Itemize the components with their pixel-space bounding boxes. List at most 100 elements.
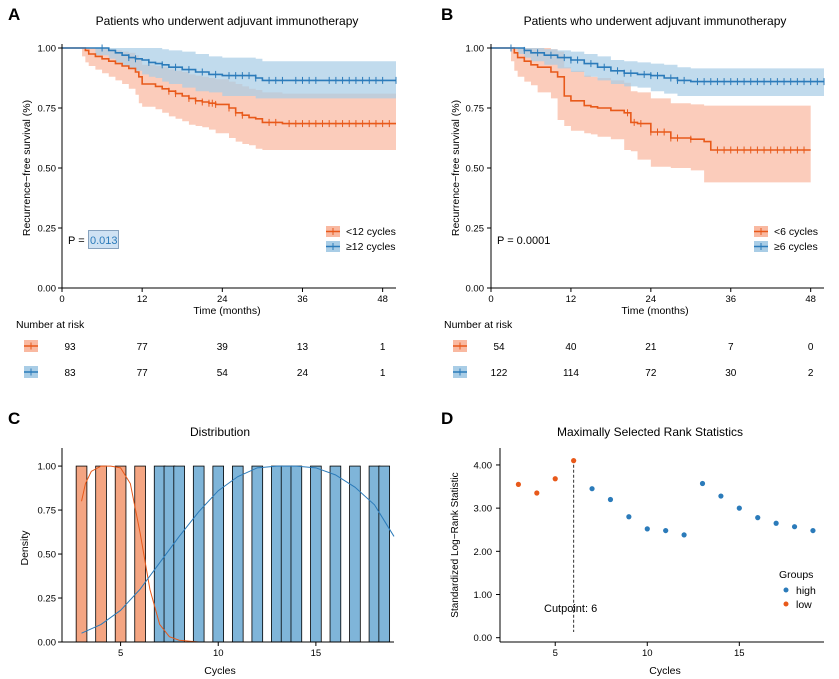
panel-b-pvalue: P = 0.0001 (497, 235, 550, 247)
panel-a-pvalue-highlight (88, 230, 119, 249)
panel-b-ylabel: Recurrence−free survival (%) (450, 100, 462, 236)
panel-d-ylabel: Standardized Log−Rank Statistic (450, 472, 461, 617)
x-tick-label: 5 (553, 648, 558, 659)
y-tick-label: 0.75 (38, 104, 57, 115)
bar-high (192, 465, 205, 643)
legend-label: high (796, 585, 816, 597)
panel-a-legend: <12 cycles ≥12 cycles (326, 226, 396, 253)
panel-a-title: Patients who underwent adjuvant immunoth… (96, 14, 359, 28)
point-high (626, 514, 632, 520)
panel-c-plot: 0.00 0.25 0.50 0.75 1.00 5 10 15 (38, 448, 395, 659)
risk-value: 1 (380, 342, 386, 353)
risk-value: 30 (725, 368, 737, 379)
bar-high (251, 465, 264, 643)
risk-value: 39 (217, 342, 229, 353)
panel-d-plot: 0.00 1.00 2.00 3.00 4.00 5 10 15 (474, 448, 824, 659)
x-tick-label: 10 (213, 648, 224, 659)
risk-value: 40 (565, 342, 577, 353)
risk-value: 7 (728, 342, 734, 353)
y-tick-label: 1.00 (38, 44, 57, 55)
risk-value: 83 (64, 368, 76, 379)
survival-curve (62, 47, 396, 82)
bar-high (212, 465, 225, 643)
point-high (607, 496, 614, 503)
panel-c-letter: C (8, 409, 20, 428)
y-tick-label: 1.00 (38, 462, 57, 473)
bar-high (271, 465, 283, 643)
x-tick-label: 0 (488, 294, 493, 305)
bar-high (368, 465, 381, 643)
panel-d: D Maximally Selected Rank Statistics 0.0… (441, 409, 824, 677)
point-high (755, 515, 761, 521)
x-tick-label: 12 (566, 294, 577, 305)
legend-label: low (796, 599, 812, 611)
y-tick-label: 0.50 (38, 164, 57, 175)
panel-a-letter: A (8, 5, 20, 24)
risk-value: 1 (380, 368, 386, 379)
bar-low (75, 465, 88, 643)
bar-high (290, 465, 303, 643)
y-tick-label: 0.75 (38, 506, 57, 517)
panel-a-risk-table: 93 77 39 13 1 83 77 54 24 1 (24, 340, 386, 379)
y-tick-label: 0.00 (474, 633, 493, 644)
legend-dot-high (783, 587, 789, 593)
panel-c-ylabel: Density (19, 530, 31, 566)
risk-value: 21 (645, 342, 657, 353)
risk-value: 54 (217, 368, 229, 379)
bar-high (310, 465, 322, 643)
x-tick-label: 36 (297, 294, 308, 305)
panel-a-pvalue-number: 0.013 (90, 235, 118, 247)
y-tick-label: 0.50 (38, 550, 57, 561)
panel-a-pvalue-label: P = (68, 235, 85, 247)
bar-high (378, 465, 391, 643)
bar-high (231, 465, 244, 643)
y-tick-label: 3.00 (474, 504, 493, 515)
panel-b-plot: 0.00 0.25 0.50 0.75 1.00 0 12 24 36 48 (466, 44, 825, 305)
panel-b-xlabel: Time (months) (621, 305, 688, 317)
x-tick-label: 48 (377, 294, 388, 305)
risk-value: 0 (808, 342, 814, 353)
y-tick-label: 0.25 (466, 224, 485, 235)
point-low (534, 490, 540, 496)
panel-a-xlabel: Time (months) (193, 305, 260, 317)
risk-value: 114 (563, 368, 579, 379)
legend-label: <6 cycles (774, 226, 818, 238)
y-tick-label: 0.25 (38, 224, 57, 235)
risk-value: 54 (493, 342, 505, 353)
risk-value: 77 (137, 368, 149, 379)
panel-d-legend: Groups high low (779, 569, 816, 611)
x-tick-label: 5 (118, 648, 123, 659)
risk-value: 77 (137, 342, 149, 353)
panel-d-title: Maximally Selected Rank Statistics (557, 425, 743, 439)
y-tick-label: 0.00 (38, 284, 57, 295)
point-high (773, 520, 779, 526)
panel-b-title: Patients who underwent adjuvant immunoth… (524, 14, 787, 28)
point-high (736, 505, 742, 511)
x-tick-label: 24 (646, 294, 657, 305)
point-high (663, 527, 669, 534)
panel-b-risk-table: 54 40 21 7 0 122 114 72 30 2 (453, 340, 814, 379)
panel-a-pvalue: P = 0.013 (68, 230, 119, 249)
y-tick-label: 0.25 (38, 594, 57, 605)
legend-label: <12 cycles (346, 226, 396, 238)
y-tick-label: 4.00 (474, 460, 493, 471)
risk-value: 13 (297, 342, 309, 353)
point-high (681, 532, 687, 538)
x-tick-label: 0 (59, 294, 64, 305)
panel-b-risk-title: Number at risk (444, 319, 513, 331)
survival-curve (491, 47, 824, 83)
panel-d-xlabel: Cycles (649, 665, 681, 677)
point-low (515, 481, 522, 487)
x-tick-label: 15 (734, 648, 745, 659)
risk-value: 72 (645, 368, 657, 379)
risk-value: 122 (491, 368, 508, 379)
bar-high (329, 465, 342, 643)
bar-high (280, 465, 293, 643)
panel-a: A Patients who underwent adjuvant immuno… (8, 5, 397, 379)
panel-a-ylabel: Recurrence−free survival (%) (21, 100, 33, 236)
panel-d-letter: D (441, 409, 453, 428)
bar-high (153, 465, 166, 643)
y-tick-label: 0.00 (38, 638, 57, 649)
bar-low (95, 465, 107, 643)
